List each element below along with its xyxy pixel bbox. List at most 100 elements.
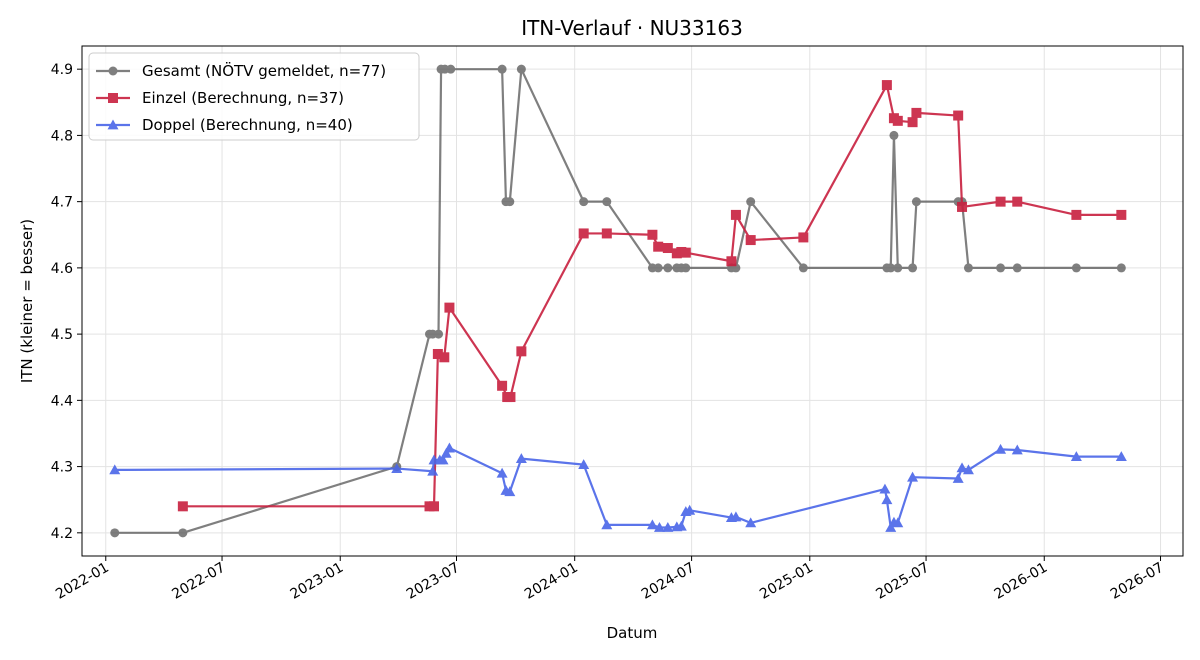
y-tick-label: 4.9 [51, 62, 73, 78]
legend-box [88, 52, 420, 141]
data-point-circle [516, 64, 526, 74]
y-tick-label: 4.6 [51, 261, 73, 277]
data-point-triangle [107, 119, 119, 130]
data-point-square [578, 228, 589, 239]
data-point-circle [653, 263, 663, 273]
data-point-square [881, 80, 892, 91]
data-point-circle [1071, 263, 1081, 273]
x-axis-title: Datum [607, 624, 658, 642]
legend-entry [96, 66, 130, 76]
data-point-circle [963, 263, 973, 273]
data-point-square [653, 241, 664, 252]
data-point-square [726, 256, 737, 267]
data-point-square [497, 380, 508, 391]
data-point-triangle [962, 464, 974, 475]
data-point-circle [1116, 263, 1126, 273]
legend: Gesamt (NÖTV gemeldet, n=77) Einzel (Bere… [88, 52, 420, 141]
data-point-circle [497, 64, 507, 74]
data-point-circle [746, 197, 756, 207]
data-point-circle [681, 263, 691, 273]
y-tick-label: 4.4 [51, 393, 73, 409]
y-tick-label: 4.7 [51, 195, 73, 211]
y-tick-label: 4.8 [51, 128, 73, 144]
data-point-square [957, 201, 968, 212]
data-point-square [745, 235, 756, 246]
data-point-square [444, 302, 455, 313]
data-point-circle [110, 528, 120, 538]
data-point-circle [579, 197, 589, 207]
data-point-circle [446, 64, 456, 74]
data-point-square [730, 209, 741, 220]
data-point-triangle [907, 471, 919, 482]
data-point-triangle [427, 465, 439, 476]
data-point-square [108, 93, 118, 103]
data-point-triangle [745, 517, 757, 528]
data-point-square [601, 228, 612, 239]
data-point-square [429, 501, 440, 512]
data-point-triangle [440, 447, 452, 458]
data-point-triangle [995, 443, 1007, 454]
data-point-square [662, 243, 673, 254]
data-point-triangle [879, 483, 891, 494]
data-point-circle [178, 528, 188, 538]
data-point-circle [663, 263, 673, 273]
data-point-triangle [892, 517, 904, 528]
data-point-circle [908, 263, 918, 273]
data-point-circle [886, 263, 896, 273]
data-point-circle [889, 130, 899, 140]
legend-label: Doppel (Berechnung, n=40) [142, 116, 353, 134]
data-point-triangle [601, 519, 613, 530]
data-point-triangle [675, 520, 687, 531]
series-2 [177, 80, 1127, 512]
data-point-triangle [730, 511, 742, 522]
chart-title: ITN-Verlauf · NU33163 [521, 16, 743, 40]
data-point-square [177, 501, 188, 512]
data-point-circle [505, 197, 515, 207]
data-point-triangle [496, 467, 508, 478]
data-point-square [911, 107, 922, 118]
data-point-triangle [653, 522, 665, 532]
legend-entry [96, 119, 130, 130]
data-point-circle [108, 66, 118, 76]
data-point-circle [1012, 263, 1022, 273]
data-point-square [505, 392, 516, 403]
plot-area-frame [81, 45, 1184, 557]
data-point-triangle [437, 454, 449, 465]
data-point-triangle [578, 459, 590, 469]
y-tick-label: 4.2 [51, 526, 73, 542]
y-tick-label: 4.3 [51, 460, 73, 476]
data-point-square [432, 348, 443, 359]
series-3 [109, 442, 1127, 532]
y-axis-title: ITN (kleiner = besser) [18, 219, 36, 383]
series-layer [109, 64, 1127, 538]
data-point-circle [798, 263, 808, 273]
data-point-triangle [952, 473, 964, 483]
data-point-triangle [504, 486, 516, 497]
data-point-triangle [443, 442, 455, 453]
data-point-square [680, 247, 691, 258]
data-point-circle [434, 329, 444, 339]
data-point-square [953, 110, 964, 121]
data-point-square [1071, 209, 1082, 220]
data-point-square [516, 346, 527, 357]
data-point-square [907, 117, 918, 128]
data-point-triangle [646, 519, 658, 530]
data-point-square [798, 232, 809, 243]
legend-entry [96, 93, 130, 103]
data-point-triangle [881, 494, 893, 505]
y-tick-label: 4.5 [51, 327, 73, 343]
data-point-triangle [1115, 451, 1127, 462]
data-point-triangle [684, 504, 696, 515]
data-point-circle [602, 197, 612, 207]
data-point-square [439, 352, 450, 363]
data-point-square [995, 196, 1006, 207]
legend-label: Gesamt (NÖTV gemeldet, n=77) [142, 61, 386, 80]
data-point-triangle [391, 463, 403, 473]
data-point-square [1012, 196, 1023, 207]
data-point-square [892, 115, 903, 126]
data-point-triangle [885, 522, 897, 532]
data-point-square [647, 229, 658, 240]
data-point-square [1116, 209, 1127, 220]
data-point-circle [911, 197, 921, 207]
